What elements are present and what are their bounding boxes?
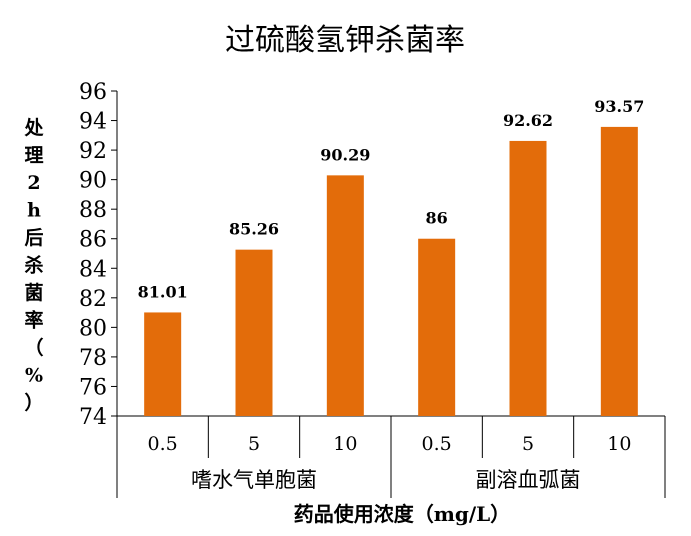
- y-tick-label-8: 90: [79, 169, 107, 194]
- value-label-1-2: 93.57: [594, 97, 644, 116]
- bar-1-1: [509, 140, 547, 416]
- y-tick-label-10: 94: [79, 110, 107, 135]
- bar-0-2: [326, 175, 364, 416]
- category-label-0-1: 5: [248, 433, 260, 455]
- group-label-1: 副溶血弧菌: [476, 468, 581, 492]
- axes: [111, 90, 666, 498]
- y-axis-label-char: 杀: [24, 254, 43, 277]
- category-label-1-2: 10: [607, 433, 631, 455]
- y-tick-label-7: 88: [79, 198, 107, 223]
- chart-title: 过硫酸氢钾杀菌率: [225, 23, 465, 58]
- value-label-1-0: 86: [426, 209, 448, 228]
- x-group-labels: 嗜水气单胞菌 副溶血弧菌: [191, 468, 581, 492]
- x-axis-label: 药品使用浓度（mg/L）: [294, 502, 511, 526]
- y-tick-label-11: 96: [79, 80, 107, 105]
- y-tick-label-5: 84: [79, 257, 107, 282]
- y-axis-label-char: %: [25, 365, 43, 387]
- y-tick-label-6: 86: [79, 228, 107, 253]
- value-label-0-2: 90.29: [320, 145, 370, 164]
- bar-0-0: [144, 312, 182, 416]
- category-label-0-2: 10: [333, 433, 357, 455]
- y-tick-label-3: 80: [79, 316, 107, 341]
- value-labels: 81.01 85.26 90.29 86 92.62 93.57: [138, 97, 645, 302]
- y-axis-label-char: （: [24, 336, 43, 359]
- value-label-0-0: 81.01: [138, 282, 188, 301]
- value-label-1-1: 92.62: [503, 111, 553, 130]
- y-axis-label-char: 理: [24, 145, 43, 167]
- bar-1-0: [418, 238, 456, 416]
- bar-0-1: [235, 249, 273, 416]
- y-axis-label-char: ）: [24, 391, 43, 414]
- value-label-0-1: 85.26: [229, 220, 279, 239]
- bar-1-2: [600, 126, 638, 416]
- y-tick-label-0: 74: [79, 405, 107, 430]
- y-axis-label-char: 2: [27, 172, 40, 194]
- y-tick-label-1: 76: [79, 375, 107, 400]
- category-label-1-1: 5: [522, 433, 534, 455]
- y-axis-label-char: 处: [23, 116, 44, 139]
- y-tick-labels: 74 76 78 80 82 84 86 88 90 92 94 96: [79, 80, 107, 430]
- category-label-1-0: 0.5: [422, 433, 452, 455]
- y-axis-label-char: 率: [24, 309, 43, 332]
- bars: [144, 126, 638, 416]
- group-label-0: 嗜水气单胞菌: [191, 468, 317, 492]
- y-tick-label-2: 78: [79, 346, 107, 371]
- y-tick-label-9: 92: [79, 139, 107, 164]
- y-axis-label-char: 菌: [24, 281, 43, 304]
- y-axis-label-char: h: [27, 200, 41, 222]
- y-axis-label-char: 后: [24, 227, 43, 249]
- category-label-0-0: 0.5: [148, 433, 178, 455]
- y-tick-label-4: 82: [79, 287, 107, 312]
- x-category-labels: 0.5 5 10 0.5 5 10: [148, 433, 632, 455]
